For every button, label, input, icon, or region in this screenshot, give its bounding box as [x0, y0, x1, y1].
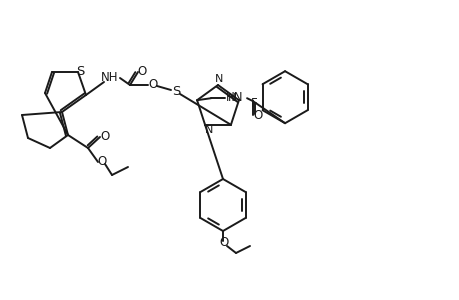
Text: N: N: [214, 74, 223, 84]
Text: O: O: [253, 109, 262, 122]
Text: O: O: [219, 236, 228, 250]
Text: O: O: [97, 154, 106, 167]
Text: NH: NH: [101, 70, 118, 83]
Text: F: F: [251, 97, 257, 110]
Text: O: O: [148, 77, 157, 91]
Text: O: O: [100, 130, 109, 142]
Text: O: O: [137, 64, 146, 77]
Text: HN: HN: [226, 91, 243, 104]
Text: S: S: [76, 64, 84, 77]
Text: N: N: [204, 125, 213, 135]
Text: S: S: [172, 85, 180, 98]
Text: N: N: [227, 93, 235, 103]
